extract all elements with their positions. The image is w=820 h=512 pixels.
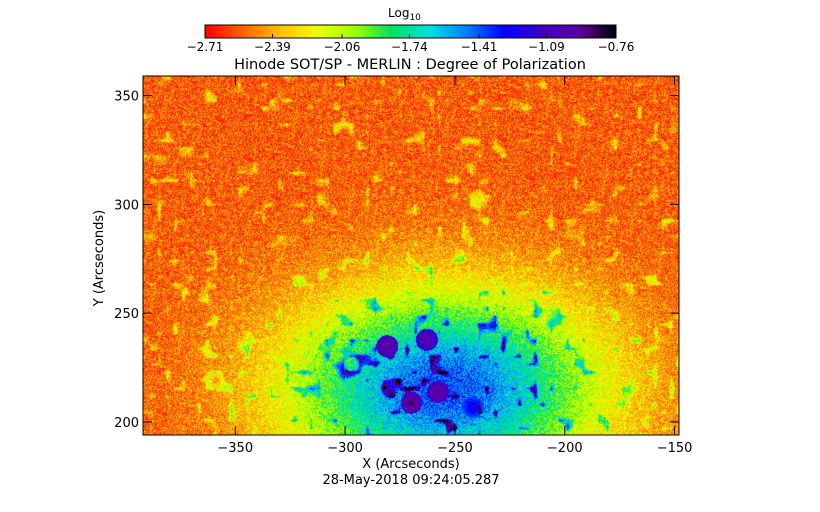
colorbar-tick-label: −1.41 <box>461 40 498 54</box>
x-axis-label: X (Arcseconds) <box>362 457 459 472</box>
x-tick-label: −200 <box>547 441 583 456</box>
colorbar <box>204 24 617 39</box>
timestamp: 28-May-2018 09:24:05.287 <box>322 473 499 488</box>
x-tick-label: −150 <box>657 441 693 456</box>
x-tick-label: −250 <box>437 441 473 456</box>
x-axis: −350 −300 −250 −200 −150 <box>217 76 692 456</box>
colorbar-label: Log10 <box>388 6 421 23</box>
y-axis: 200 250 300 350 <box>114 90 679 431</box>
y-tick-label: 350 <box>114 90 139 105</box>
heatmap-image <box>143 76 679 435</box>
colorbar-tick-label: −2.06 <box>324 40 361 54</box>
chart-title: Hinode SOT/SP - MERLIN : Degree of Polar… <box>234 57 586 73</box>
colorbar-tick-label: −1.09 <box>528 40 565 54</box>
colorbar-tick-label: −2.71 <box>187 40 224 54</box>
colorbar-tick-label: −2.39 <box>254 40 291 54</box>
y-tick-label: 250 <box>114 307 139 322</box>
x-tick-label: −350 <box>217 441 253 456</box>
colorbar-tick-label: −1.74 <box>391 40 428 54</box>
y-tick-label: 300 <box>114 198 139 213</box>
y-tick-label: 200 <box>114 416 139 431</box>
y-axis-label: Y (Arcseconds) <box>92 210 107 307</box>
plot-frame <box>142 75 680 436</box>
colorbar-ticks: −2.71 −2.39 −2.06 −1.74 −1.41 −1.09 −0.76 <box>187 34 635 54</box>
x-tick-label: −300 <box>327 441 363 456</box>
heatmap-raster <box>143 76 679 435</box>
colorbar-tick-label: −0.76 <box>598 40 635 54</box>
